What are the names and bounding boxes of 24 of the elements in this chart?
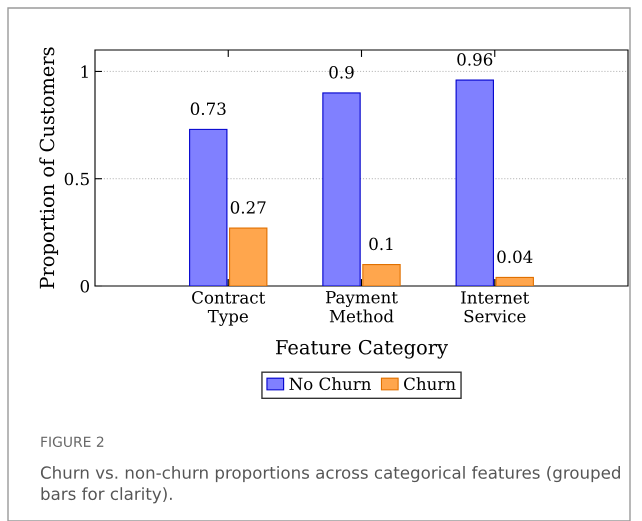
data-label: 0.1 [369, 238, 392, 250]
data-label: 0.96 [457, 53, 492, 66]
bar [322, 92, 361, 286]
x-tick-label: Internet Service [461, 291, 530, 322]
data-label: 0.27 [230, 201, 266, 214]
y-tick-label: 1 [82, 65, 88, 78]
legend-label: Churn [404, 377, 456, 390]
y-tick-label: 0.5 [64, 172, 89, 186]
caption: FIGURE 2 [41, 436, 104, 448]
bar [229, 228, 268, 286]
bar [189, 128, 228, 286]
bar [496, 276, 534, 286]
data-label: 0.73 [190, 102, 226, 116]
x-axis-title: Feature Category [276, 340, 448, 359]
x-tick-label: Contract Type [192, 291, 266, 326]
bar [362, 264, 401, 286]
data-label: 0.9 [329, 66, 354, 79]
x-tick-label: Payment Method [326, 291, 398, 322]
y-tick-label: 0 [80, 280, 90, 293]
text: Churn vs. non-churn proportions across categorical features (grouped bars for clarity). [40, 466, 620, 504]
bar [456, 79, 494, 286]
legend-label: No Churn [289, 377, 371, 390]
data-label: 0.04 [497, 250, 532, 264]
y-axis-title: Proportion of Customers [39, 47, 58, 289]
